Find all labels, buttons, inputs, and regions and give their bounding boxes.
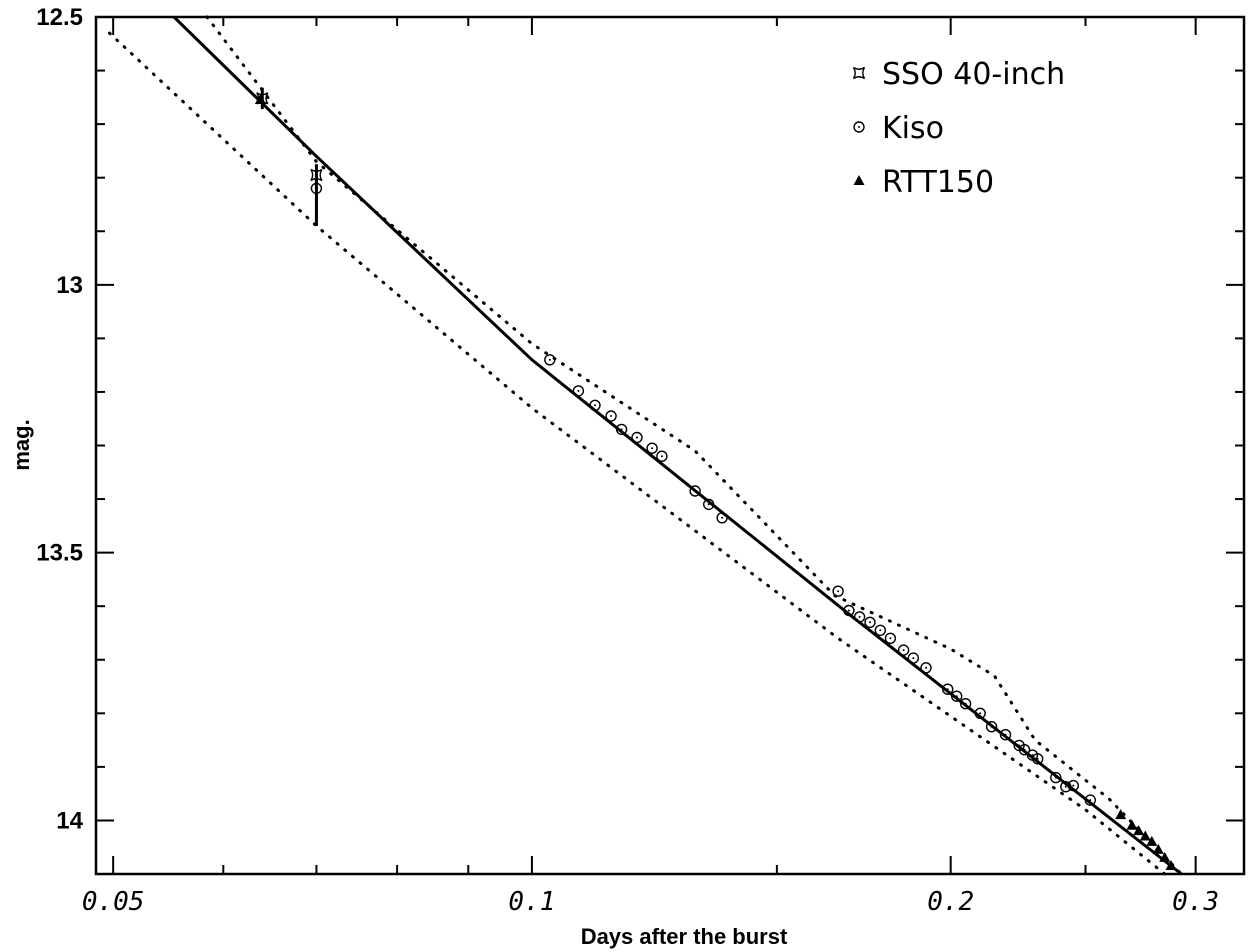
y-tick-label: 12.5: [36, 4, 83, 31]
plot-frame: [94, 15, 1246, 876]
circle-marker: [631, 431, 643, 444]
legend-circle-marker: [853, 121, 865, 133]
x-tick-label: 0.05: [82, 887, 145, 917]
circle-marker: [544, 354, 556, 366]
circle-marker: [646, 442, 658, 454]
circle-marker: [884, 632, 897, 644]
y-tick-label: 13.5: [36, 540, 83, 567]
x-tick-label: 0.3: [1172, 887, 1219, 917]
y-tick-label: 14: [56, 807, 83, 834]
x-axis: 0.05 0.1 0.2 0.3: [82, 17, 1219, 917]
circle-marker: [572, 385, 585, 397]
legend-triangle-marker: [853, 175, 865, 185]
legend-entry-label: Kiso: [882, 111, 944, 146]
x-tick-label: 0.2: [927, 887, 974, 917]
data-points: [254, 92, 1177, 870]
x-tick-label: 0.1: [508, 887, 555, 917]
y-axis: 12.5 13 13.5 14: [36, 4, 1244, 875]
circle-marker: [716, 512, 728, 524]
y-tick-label: 13: [56, 272, 83, 299]
model-curves: [108, 15, 1183, 876]
circle-marker: [832, 585, 844, 597]
circle-marker: [897, 644, 910, 656]
solid-model-curve: [172, 15, 1183, 876]
legend-square-star-marker: [852, 66, 866, 80]
circle-marker: [864, 616, 876, 628]
dotted-model-curve-1: [205, 15, 1183, 876]
legend: SSO 40-inch Kiso RTT150: [852, 57, 1065, 200]
legend-entry-label: RTT150: [882, 165, 994, 200]
circle-marker: [853, 611, 866, 623]
circle-marker: [874, 624, 886, 636]
circle-marker: [907, 652, 919, 664]
circle-marker: [605, 410, 617, 422]
circle-marker: [689, 485, 701, 497]
dotted-model-curve-2: [108, 31, 1167, 876]
error-bars: [260, 87, 318, 226]
circle-marker: [920, 662, 932, 674]
x-axis-label: Days after the burst: [581, 924, 788, 949]
y-axis-label: mag.: [9, 419, 34, 470]
legend-entry-label: SSO 40-inch: [882, 57, 1065, 92]
circle-marker: [656, 450, 668, 462]
triangle-marker: [1126, 819, 1138, 830]
